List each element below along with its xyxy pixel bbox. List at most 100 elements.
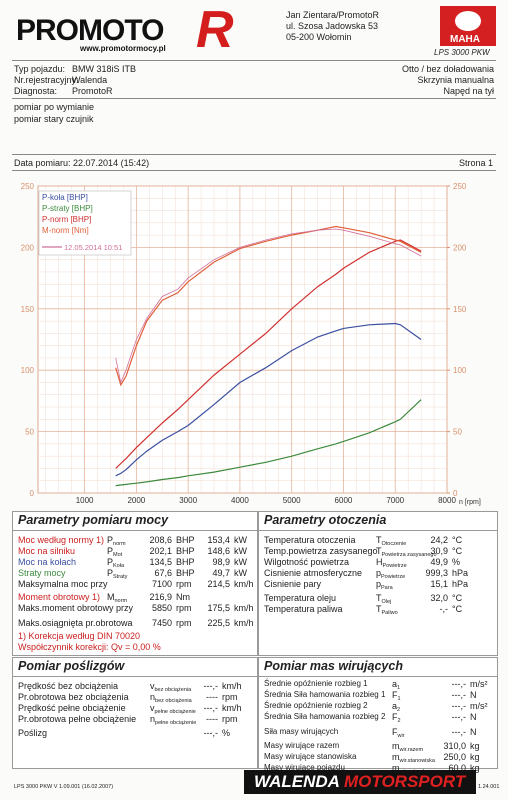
field-label: Diagnosta: — [14, 86, 58, 96]
row-unit: kW — [234, 557, 247, 567]
row-label: Straty mocy — [18, 568, 66, 578]
row-unit: °C — [452, 546, 463, 556]
row-value: ---,- — [203, 703, 219, 713]
rule — [12, 60, 496, 61]
section-rule — [12, 530, 258, 531]
environment-panel — [258, 511, 498, 656]
symbol: TOtoczenie — [376, 535, 406, 547]
symbol-main: n — [150, 692, 156, 702]
row-value: 999,3 — [425, 568, 448, 578]
x-tick-label: 6000 — [335, 496, 353, 505]
maha-emblem — [455, 11, 481, 31]
logo-text: PROMOTO — [16, 14, 164, 47]
field-value: Skrzynia manualna — [417, 75, 494, 85]
row-label: Średnie opóźnienie rozbieg 1 — [264, 679, 368, 688]
section-rule — [258, 676, 498, 677]
row-value: 7100 — [151, 579, 172, 589]
series-line — [115, 239, 422, 469]
series-line — [115, 225, 422, 387]
symbol-sub: wir.stanowiska — [399, 758, 435, 764]
symbol-sub: 1 — [397, 685, 401, 691]
symbol-sub: 2 — [397, 707, 401, 713]
row-value: 310,0 — [443, 741, 466, 751]
legend-label: 12.05.2014 10:51 — [64, 243, 122, 252]
x-tick-label: 2000 — [127, 496, 145, 505]
symbol: a2 — [392, 701, 400, 713]
row-value: 49,9 — [430, 557, 448, 567]
symbol: TPowietrza zasysanego — [376, 546, 437, 558]
symbol-main: H — [376, 557, 383, 567]
row-unit: kg — [470, 763, 480, 773]
version: LPS 3000 PKW V 1.09.001 (16.02.2007) — [14, 784, 114, 790]
slip-panel — [12, 657, 258, 769]
symbol-sub: Mot — [113, 552, 123, 558]
row-unit: km/h — [234, 618, 254, 628]
row-value: 208,6 — [149, 535, 172, 545]
symbol: vbez obciążenia — [150, 681, 191, 693]
row-label: Prędkość bez obciążenia — [18, 681, 119, 691]
symbol-sub: 2 — [397, 718, 401, 724]
symbol-main: v — [150, 703, 155, 713]
row-label: Średnia Siła hamowania rozbieg 1 — [264, 690, 386, 699]
row-unit: BHP — [176, 546, 195, 556]
row-label: Średnia Siła hamowania rozbieg 2 — [264, 712, 386, 721]
section-title: Pomiar poślizgów — [18, 659, 125, 673]
row-label: Temperatura otoczenia — [264, 535, 356, 545]
row-unit: m/s² — [470, 701, 488, 711]
field-value: PromotoR — [72, 86, 113, 96]
row-label: Masy wirujące pojazdu — [264, 763, 345, 772]
row-value: ---,- — [451, 727, 467, 737]
section-title: Parametry otoczenia — [264, 513, 387, 527]
row-value: ---,- — [451, 679, 467, 689]
row-unit: kW — [234, 568, 247, 578]
row-unit: rpm — [176, 603, 192, 613]
symbol-sub: Olej — [381, 599, 392, 605]
row-value: ---,- — [451, 712, 467, 722]
symbol: PStraty — [107, 568, 127, 580]
symbol-main: m — [392, 741, 400, 751]
row-label: Temp.powietrza zasysanego — [264, 546, 378, 556]
x-tick-label: 7000 — [386, 496, 404, 505]
symbol-sub: norm — [113, 541, 126, 547]
row-unit: kg — [470, 752, 480, 762]
row-unit: hPa — [452, 579, 469, 589]
row-label: Maks.moment obrotowy przy — [18, 603, 134, 613]
row-unit: kg — [470, 741, 480, 751]
field-label: Nr.rejestracyjny: — [14, 75, 79, 85]
symbol-main: T — [376, 593, 382, 603]
row-value: ---,- — [451, 690, 467, 700]
row-label: Maks.osiągnięta pr.obrotowa — [18, 618, 133, 628]
y2-tick-label: 0 — [453, 489, 458, 498]
symbol-sub: Otoczenie — [381, 541, 407, 547]
power-panel — [12, 511, 258, 656]
x-axis-label: n [rpm] — [459, 499, 481, 506]
symbol-main: P — [107, 535, 114, 545]
field-value: Napęd na tył — [443, 86, 494, 96]
row-unit: N — [470, 712, 477, 722]
row-value: 7450 — [151, 618, 172, 628]
symbol: pPowietrze — [376, 568, 405, 580]
row-label: Cisnienie pary — [264, 579, 322, 589]
address-line: 05-200 Wołomin — [286, 32, 352, 42]
row-unit: % — [452, 557, 461, 567]
legend-box — [38, 190, 132, 256]
row-value: 214,5 — [207, 579, 230, 589]
legend-label: M-norm [Nm] — [42, 226, 89, 235]
section-rule — [12, 676, 258, 677]
masses-panel — [258, 657, 498, 769]
row-label: Temperatura oleju — [264, 593, 337, 603]
row-unit: kW — [234, 546, 247, 556]
row-value: 5850 — [151, 603, 172, 613]
symbol-sub: pełne obciążenie — [155, 720, 197, 726]
row-unit: °C — [452, 604, 463, 614]
row-label: Masy wirujące stanowiska — [264, 752, 357, 761]
row-value: 148,6 — [207, 546, 230, 556]
symbol-main: P — [107, 557, 114, 567]
logo-r: R — [196, 1, 234, 59]
y2-tick-label: 100 — [453, 366, 467, 375]
symbol-main: n — [150, 714, 156, 724]
row-value: ---- — [206, 714, 218, 724]
symbol-sub: bez obciążenia — [154, 687, 192, 693]
row-unit: N — [470, 727, 477, 737]
